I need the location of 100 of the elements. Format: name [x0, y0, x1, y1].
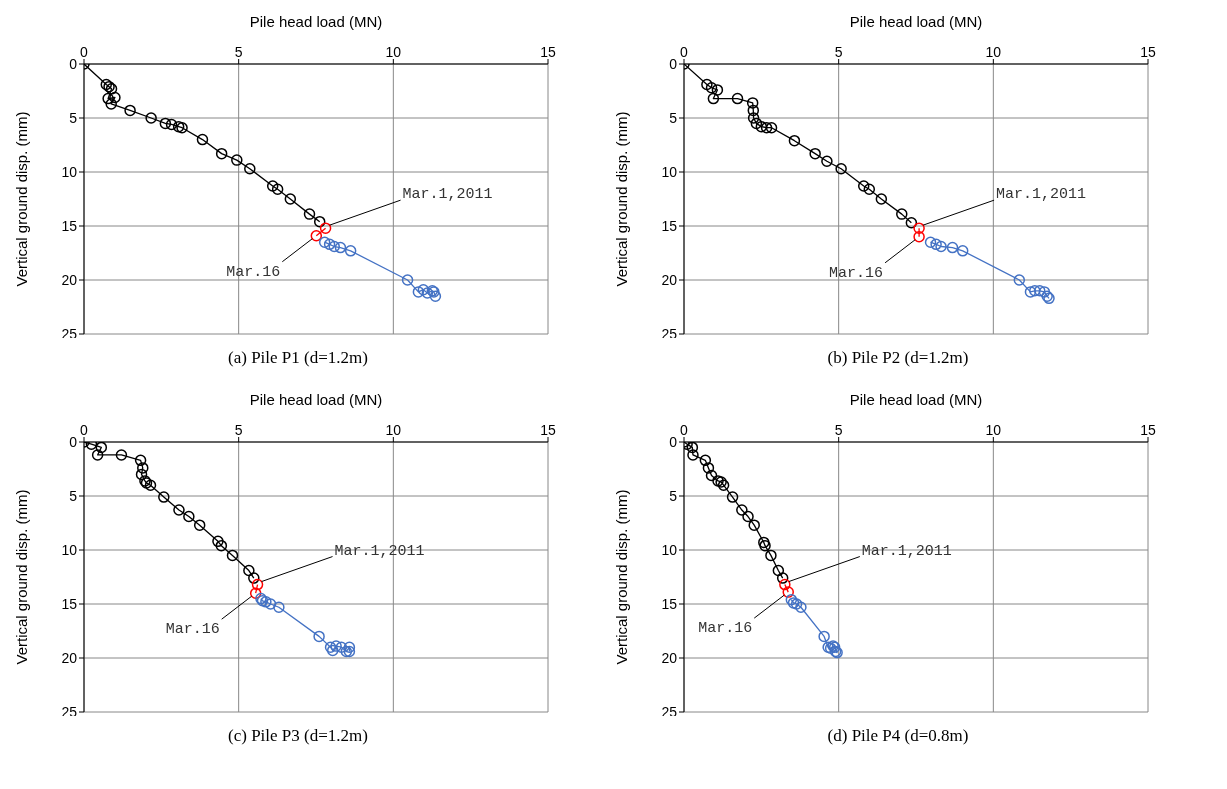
point: [172, 120, 185, 133]
y-tick-label: 10: [61, 541, 78, 558]
y-axis-title: Vertical ground disp. (mm): [613, 489, 631, 665]
annotation: Mar.1,2011: [861, 542, 952, 560]
text: (c) Pile P3 (d=1.2m): [227, 726, 369, 746]
point: [273, 601, 285, 613]
point: [231, 154, 243, 166]
point: [731, 92, 744, 105]
text: (a) Pile P1 (d=1.2m): [227, 348, 369, 368]
x-tick-label: 5: [834, 44, 843, 60]
point: [707, 92, 720, 105]
point: [905, 217, 918, 229]
y-tick-label: 15: [661, 217, 678, 234]
annotation: Mar.16: [698, 620, 753, 638]
x-axis-title: Pile head load (MN): [249, 12, 383, 30]
y-tick-label: 20: [661, 649, 678, 666]
point: [924, 236, 937, 248]
point: [243, 564, 255, 577]
point: [158, 491, 170, 503]
point: [335, 641, 348, 653]
point: [782, 586, 794, 598]
point: [686, 442, 699, 454]
point: [705, 82, 718, 94]
point: [176, 121, 188, 134]
point: [711, 84, 724, 96]
annotation: Mar.16: [165, 621, 220, 639]
point: [1013, 274, 1026, 286]
point: [334, 241, 347, 254]
point: [319, 222, 332, 234]
y-tick-label: 5: [669, 487, 678, 504]
point: [702, 462, 715, 474]
point: [421, 287, 434, 299]
point: [212, 535, 224, 548]
point: [215, 147, 228, 160]
y-tick-label: 0: [69, 55, 78, 72]
point: [260, 596, 272, 608]
y-tick-label: 15: [661, 595, 678, 612]
y-tick-label: 15: [61, 217, 78, 234]
x-tick-label: 15: [540, 44, 556, 60]
point: [266, 180, 279, 192]
point: [343, 641, 356, 653]
annotation: Mar.1,2011: [334, 542, 425, 560]
point: [913, 231, 925, 243]
y-tick-label: 10: [661, 541, 678, 558]
x-tick-label: 0: [680, 44, 689, 60]
y-tick-label: 20: [61, 271, 78, 288]
point: [323, 238, 336, 251]
point: [226, 549, 239, 562]
point: [124, 104, 136, 117]
point: [271, 183, 284, 196]
point: [417, 283, 430, 296]
y-tick-label: 5: [669, 109, 678, 126]
point: [159, 117, 172, 130]
point: [809, 147, 821, 160]
point: [913, 222, 925, 234]
point: [699, 454, 712, 467]
point: [249, 587, 262, 599]
point: [772, 564, 785, 577]
x-tick-label: 0: [80, 422, 89, 438]
y-tick-label: 0: [69, 433, 78, 450]
x-tick-label: 0: [680, 422, 689, 438]
point: [412, 286, 425, 298]
point: [145, 112, 157, 124]
y-tick-label: 0: [669, 55, 678, 72]
point: [401, 274, 414, 286]
x-tick-label: 15: [1140, 44, 1156, 60]
point: [795, 601, 807, 613]
x-tick-label: 5: [834, 422, 843, 438]
point: [726, 491, 739, 503]
point: [1024, 286, 1037, 298]
y-tick-label: 5: [69, 109, 78, 126]
point: [742, 510, 754, 523]
point: [863, 183, 876, 196]
point: [701, 78, 713, 91]
point: [303, 208, 316, 220]
point: [105, 98, 117, 110]
y-tick-label: 10: [661, 163, 678, 180]
x-axis-title: Pile head load (MN): [849, 12, 983, 30]
annotation: Mar.16: [829, 264, 884, 282]
point: [935, 240, 947, 253]
point: [748, 519, 760, 531]
y-tick-label: 10: [61, 163, 78, 180]
x-tick-label: 5: [234, 44, 243, 60]
point: [1033, 285, 1046, 297]
y-tick-label: 20: [661, 271, 678, 288]
point: [776, 572, 789, 584]
y-axis-title: Vertical ground disp. (mm): [13, 489, 31, 665]
y-axis-title: Vertical ground disp. (mm): [13, 111, 31, 287]
x-axis-title: Pile head load (MN): [249, 390, 383, 408]
point: [313, 215, 326, 228]
point: [134, 454, 147, 467]
point: [760, 121, 773, 134]
point: [1029, 285, 1041, 297]
point: [251, 578, 264, 591]
x-tick-label: 5: [234, 422, 243, 438]
point: [750, 117, 763, 130]
point: [765, 549, 777, 562]
point: [857, 180, 870, 192]
point: [821, 155, 833, 167]
point: [956, 245, 969, 257]
